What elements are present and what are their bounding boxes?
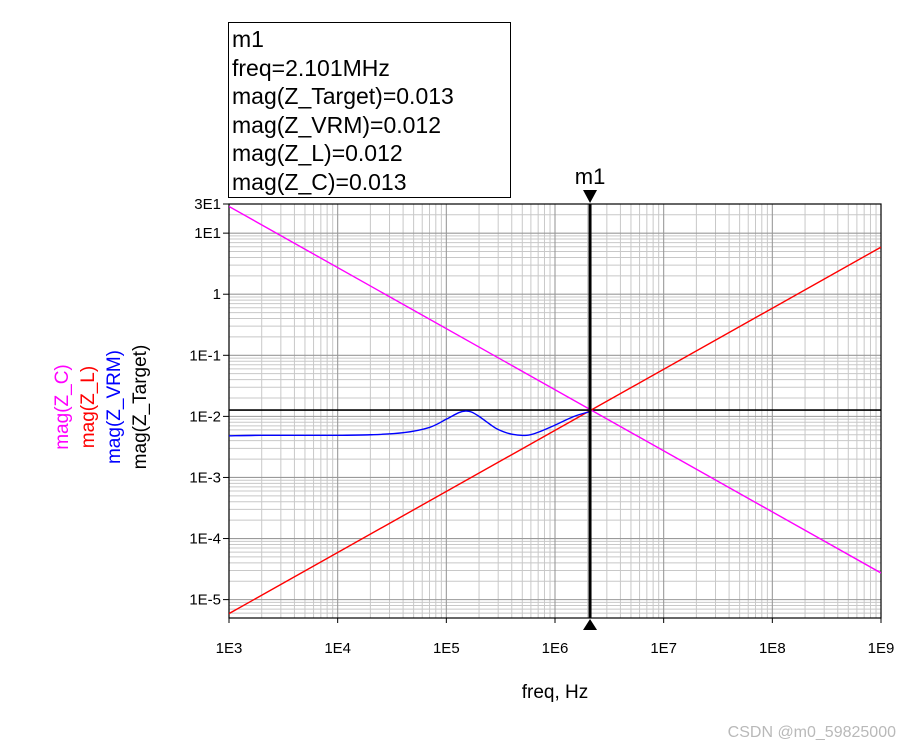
- y-tick-label: 1E-2: [189, 408, 221, 425]
- y-axis-title-mag-z-c: mag(Z_C): [52, 364, 73, 450]
- x-tick-label: 1E9: [868, 640, 895, 657]
- x-tick-label: 1E6: [542, 640, 569, 657]
- series-line-mag-z-l: [229, 246, 881, 615]
- y-tick-label: 3E1: [194, 196, 221, 213]
- watermark-text: CSDN @m0_59825000: [727, 724, 896, 741]
- y-axis-title-mag-z-l: mag(Z_L): [78, 366, 99, 448]
- x-tick-label: 1E7: [650, 640, 677, 657]
- y-axis-titles: mag(Z_C) mag(Z_L) mag(Z_VRM) mag(Z_Target): [52, 345, 151, 470]
- x-tick-label: 1E5: [433, 640, 460, 657]
- marker-layer: m1: [575, 164, 606, 630]
- y-tick-label: 1E-1: [189, 347, 221, 364]
- marker-readout-z-target: mag(Z_Target)=0.013: [232, 83, 454, 109]
- y-tick-labels: 3E1 1E1 1 1E-1 1E-2 1E-3 1E-4 1E-5: [189, 196, 229, 609]
- y-tick-label: 1E-3: [189, 469, 221, 486]
- y-tick-label: 1E-5: [189, 592, 221, 609]
- y-tick-label: 1E1: [194, 225, 221, 242]
- marker-m1-bottom-triangle: [583, 619, 598, 630]
- x-tick-label: 1E8: [759, 640, 786, 657]
- x-tick-label: 1E3: [216, 640, 243, 657]
- series-layer: [229, 205, 881, 615]
- y-tick-label: 1: [213, 286, 221, 303]
- marker-readout-box[interactable]: m1 freq=2.101MHz mag(Z_Target)=0.013 mag…: [228, 22, 511, 198]
- x-axis-title: freq, Hz: [522, 682, 589, 703]
- marker-readout-z-vrm: mag(Z_VRM)=0.012: [232, 111, 441, 138]
- marker-readout-z-c: mag(Z_C)=0.013: [232, 168, 407, 195]
- y-axis-title-mag-z-vrm: mag(Z_VRM): [104, 350, 125, 464]
- y-axis-title-mag-z-target: mag(Z_Target): [130, 345, 151, 470]
- series-line-mag-z-c: [229, 205, 881, 574]
- marker-readout-name: m1: [232, 26, 264, 52]
- marker-readout-z-l: mag(Z_L)=0.012: [232, 140, 403, 166]
- series-line-mag-z-vrm: [229, 410, 591, 437]
- x-tick-label: 1E4: [324, 640, 351, 657]
- marker-m1-top-triangle: [583, 190, 598, 203]
- marker-readout-freq: freq=2.101MHz: [232, 54, 390, 81]
- x-tick-labels: 1E3 1E4 1E5 1E6 1E7 1E8 1E9: [216, 618, 895, 657]
- y-tick-label: 1E-4: [189, 531, 221, 548]
- marker-m1-label: m1: [575, 164, 606, 189]
